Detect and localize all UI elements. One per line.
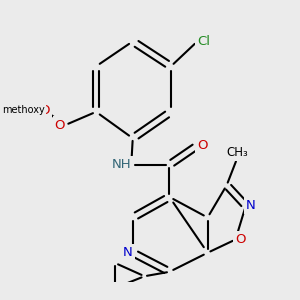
Text: CH₃: CH₃ [226, 146, 248, 159]
Text: O: O [236, 233, 246, 246]
Text: N: N [246, 199, 256, 212]
Text: N: N [123, 246, 133, 259]
Text: O: O [197, 139, 208, 152]
Text: methoxy: methoxy [2, 105, 45, 116]
Text: O: O [55, 118, 65, 131]
Text: NH: NH [112, 158, 131, 171]
Text: O: O [39, 104, 50, 117]
Text: Cl: Cl [197, 35, 210, 48]
